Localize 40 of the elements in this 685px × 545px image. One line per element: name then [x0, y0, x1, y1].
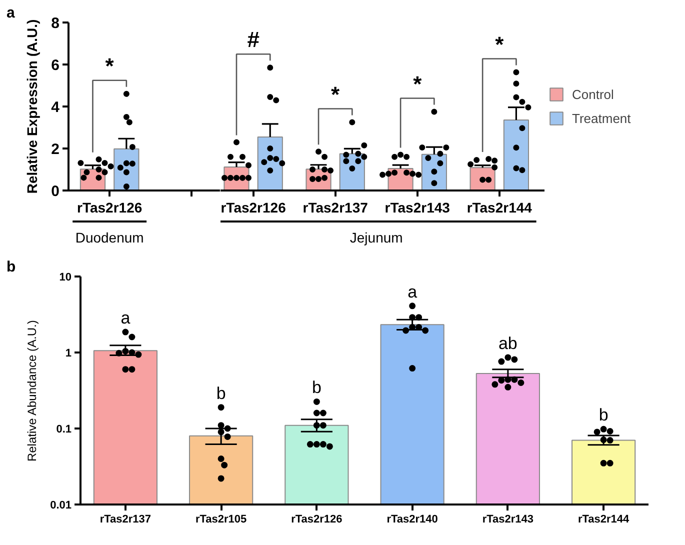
text: b: [216, 384, 226, 403]
annotation: *: [495, 32, 504, 57]
x-tick-label: rTas2r126: [291, 514, 342, 526]
annotation: a: [408, 282, 418, 302]
bar: [503, 119, 530, 190]
x-tick-label: rTas2r137: [302, 200, 368, 216]
annotation: *: [105, 53, 114, 78]
y-tick-label: 1: [65, 348, 72, 360]
y-tick-label: 8: [51, 15, 60, 32]
y-tick-label: 2: [51, 141, 60, 158]
y-axis-title: Relative Expression (A.U.): [24, 19, 40, 194]
x-tick-label: rTas2r137: [100, 514, 152, 526]
x-tick-label: rTas2r126: [77, 200, 142, 216]
x-tick-label: rTas2r143: [384, 200, 450, 216]
y-tick-label: 6: [51, 57, 60, 74]
x-tick-label: rTas2r144: [578, 514, 630, 526]
y-tick-label: 0: [51, 183, 60, 200]
annotation: *: [331, 82, 340, 107]
legend-label: Control: [572, 86, 614, 102]
y-tick-label: 4: [51, 99, 60, 116]
annotation: *: [413, 71, 422, 96]
x-tick-label: rTas2r140: [386, 514, 438, 526]
annotation: b: [598, 406, 608, 425]
x-tick-label: rTas2r105: [195, 514, 247, 526]
y-axis-title: Relative Abundance (A.U.): [25, 320, 40, 462]
annotation: a: [120, 308, 131, 328]
legend-label: Treatment: [572, 110, 631, 126]
y-tick-label: 0.01: [50, 500, 72, 512]
x-tick-label: rTas2r144: [466, 200, 532, 216]
annotation: b: [312, 378, 322, 398]
chart-title: a: [6, 4, 16, 22]
annotation: ab: [498, 334, 518, 353]
x-axis-title: Jejunum: [350, 230, 403, 246]
x-axis-title: Duodenum: [75, 230, 144, 246]
x-tick-label: rTas2r143: [482, 514, 534, 526]
x-tick-label: rTas2r126: [220, 200, 286, 216]
text: b: [6, 258, 16, 276]
y-tick-label: 10: [59, 272, 72, 284]
annotation: #: [247, 27, 260, 52]
y-tick-label: 0.1: [56, 424, 72, 436]
